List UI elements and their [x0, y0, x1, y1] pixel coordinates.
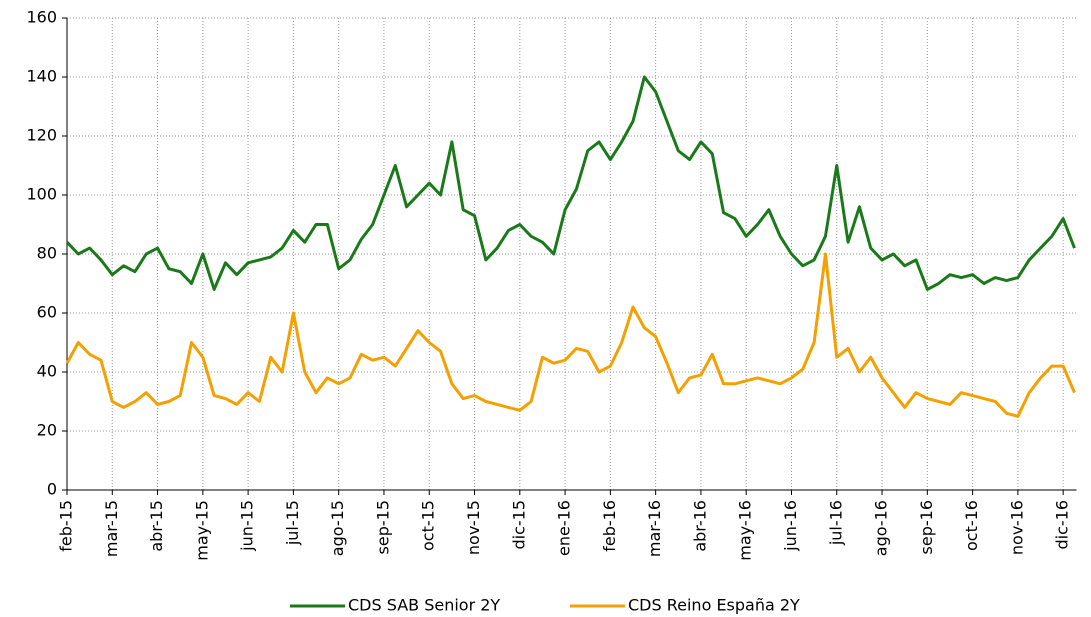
series-line	[65, 75, 1076, 291]
x-tick-label: ago-16	[872, 500, 891, 556]
y-tick-label: 100	[26, 185, 57, 204]
y-tick-label: 80	[37, 244, 57, 263]
y-tick-label: 120	[26, 126, 57, 145]
x-tick-label: mar-16	[645, 500, 664, 557]
x-tick-label: nov-16	[1007, 500, 1026, 555]
y-tick-label: 0	[47, 480, 57, 499]
x-tick-label: jul-16	[826, 500, 845, 546]
y-tick-label: 40	[37, 362, 57, 381]
x-tick-label: sep-15	[373, 500, 392, 554]
x-tick-label: feb-15	[57, 500, 76, 552]
x-tick-label: dic-16	[1053, 500, 1072, 550]
legend-label: CDS SAB Senior 2Y	[348, 596, 500, 615]
x-tick-label: abr-15	[147, 500, 166, 552]
x-tick-label: feb-16	[600, 500, 619, 552]
x-tick-label: abr-16	[690, 500, 709, 552]
x-tick-label: may-16	[736, 500, 755, 561]
x-tick-label: sep-16	[917, 500, 936, 554]
y-tick-label: 160	[26, 8, 57, 27]
x-tick-label: jun-16	[781, 500, 800, 552]
series-line	[65, 252, 1076, 418]
x-tick-label: mar-15	[102, 500, 121, 557]
x-tick-label: ene-16	[555, 500, 574, 556]
y-tick-label: 140	[26, 67, 57, 86]
y-tick-label: 20	[37, 421, 57, 440]
x-tick-label: dic-15	[509, 500, 528, 550]
x-tick-label: oct-16	[962, 500, 981, 551]
x-tick-label: oct-15	[419, 500, 438, 551]
y-tick-label: 60	[37, 303, 57, 322]
x-tick-label: jul-15	[283, 500, 302, 546]
legend-label: CDS Reino España 2Y	[628, 596, 800, 615]
x-tick-label: ago-15	[328, 500, 347, 556]
x-tick-label: jun-15	[238, 500, 257, 552]
x-tick-label: may-15	[192, 500, 211, 561]
x-tick-label: nov-15	[464, 500, 483, 555]
